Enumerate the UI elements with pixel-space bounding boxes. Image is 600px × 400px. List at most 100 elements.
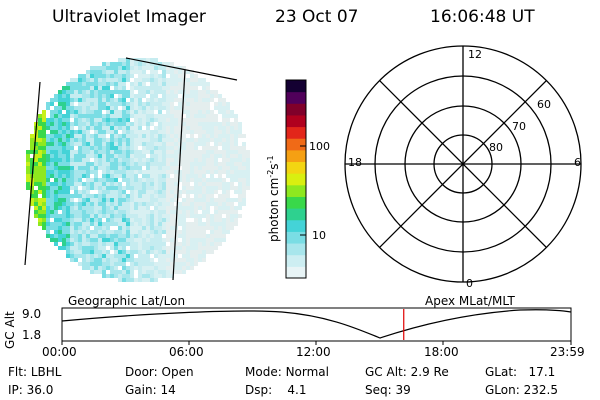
image-pixel bbox=[90, 270, 94, 274]
image-pixel bbox=[130, 154, 134, 158]
image-pixel bbox=[110, 110, 114, 114]
image-pixel bbox=[214, 234, 218, 238]
image-pixel bbox=[78, 90, 82, 94]
image-pixel bbox=[70, 178, 74, 182]
image-pixel bbox=[62, 170, 66, 174]
image-pixel bbox=[54, 118, 58, 122]
image-pixel bbox=[130, 70, 134, 74]
apex-label: Apex MLat/MLT bbox=[425, 294, 515, 308]
image-pixel bbox=[190, 174, 194, 178]
image-pixel bbox=[206, 142, 210, 146]
image-pixel bbox=[170, 234, 174, 238]
image-pixel bbox=[106, 82, 110, 86]
image-pixel bbox=[90, 218, 94, 222]
image-pixel bbox=[230, 214, 234, 218]
image-pixel bbox=[126, 178, 130, 182]
image-pixel bbox=[134, 278, 138, 282]
image-pixel bbox=[170, 134, 174, 138]
image-pixel bbox=[206, 90, 210, 94]
image-pixel bbox=[190, 242, 194, 246]
image-pixel bbox=[134, 86, 138, 90]
image-pixel bbox=[230, 182, 234, 186]
image-pixel bbox=[186, 90, 190, 94]
image-pixel bbox=[98, 242, 102, 246]
image-pixel bbox=[86, 230, 90, 234]
image-pixel bbox=[114, 98, 118, 102]
image-pixel bbox=[146, 134, 150, 138]
image-pixel bbox=[238, 154, 242, 158]
image-pixel bbox=[162, 254, 166, 258]
image-pixel bbox=[134, 250, 138, 254]
image-pixel bbox=[162, 266, 166, 270]
image-pixel bbox=[118, 194, 122, 198]
image-pixel bbox=[78, 146, 82, 150]
image-pixel bbox=[38, 222, 42, 226]
image-pixel bbox=[98, 222, 102, 226]
image-pixel bbox=[34, 158, 38, 162]
image-pixel bbox=[218, 170, 222, 174]
image-pixel bbox=[138, 186, 142, 190]
image-pixel bbox=[166, 118, 170, 122]
ip-label: IP: bbox=[8, 383, 23, 397]
image-pixel bbox=[138, 194, 142, 198]
image-pixel bbox=[62, 134, 66, 138]
image-pixel bbox=[214, 106, 218, 110]
image-pixel bbox=[138, 266, 142, 270]
image-pixel bbox=[150, 246, 154, 250]
image-pixel bbox=[58, 182, 62, 186]
image-pixel bbox=[222, 234, 226, 238]
image-pixel bbox=[78, 178, 82, 182]
image-pixel bbox=[58, 130, 62, 134]
image-pixel bbox=[82, 174, 86, 178]
image-pixel bbox=[118, 118, 122, 122]
image-pixel bbox=[102, 126, 106, 130]
image-pixel bbox=[194, 222, 198, 226]
image-pixel bbox=[122, 158, 126, 162]
image-pixel bbox=[126, 218, 130, 222]
image-pixel bbox=[98, 146, 102, 150]
image-pixel bbox=[198, 226, 202, 230]
image-pixel bbox=[142, 214, 146, 218]
image-pixel bbox=[198, 138, 202, 142]
image-pixel bbox=[110, 94, 114, 98]
image-pixel bbox=[162, 170, 166, 174]
image-pixel bbox=[130, 58, 134, 62]
image-pixel bbox=[30, 162, 34, 166]
image-pixel bbox=[162, 206, 166, 210]
image-pixel bbox=[138, 82, 142, 86]
image-pixel bbox=[190, 254, 194, 258]
image-pixel bbox=[182, 178, 186, 182]
image-pixel bbox=[222, 166, 226, 170]
image-pixel bbox=[94, 194, 98, 198]
image-pixel bbox=[158, 222, 162, 226]
image-pixel bbox=[170, 250, 174, 254]
image-pixel bbox=[70, 258, 74, 262]
image-pixel bbox=[190, 246, 194, 250]
image-pixel bbox=[158, 102, 162, 106]
image-pixel bbox=[138, 238, 142, 242]
image-pixel bbox=[114, 142, 118, 146]
image-pixel bbox=[202, 258, 206, 262]
image-pixel bbox=[102, 114, 106, 118]
image-pixel bbox=[170, 150, 174, 154]
image-pixel bbox=[158, 274, 162, 278]
image-pixel bbox=[174, 210, 178, 214]
image-pixel bbox=[106, 154, 110, 158]
image-pixel bbox=[118, 58, 122, 62]
image-pixel bbox=[102, 178, 106, 182]
image-pixel bbox=[226, 230, 230, 234]
image-pixel bbox=[118, 102, 122, 106]
image-pixel bbox=[150, 162, 154, 166]
date-label: 23 Oct 07 bbox=[275, 7, 359, 27]
image-pixel bbox=[142, 246, 146, 250]
image-pixel bbox=[106, 94, 110, 98]
image-pixel bbox=[170, 246, 174, 250]
image-pixel bbox=[118, 202, 122, 206]
image-pixel bbox=[162, 210, 166, 214]
image-pixel bbox=[122, 98, 126, 102]
image-pixel bbox=[86, 94, 90, 98]
image-pixel bbox=[218, 150, 222, 154]
image-pixel bbox=[142, 150, 146, 154]
image-pixel bbox=[86, 218, 90, 222]
